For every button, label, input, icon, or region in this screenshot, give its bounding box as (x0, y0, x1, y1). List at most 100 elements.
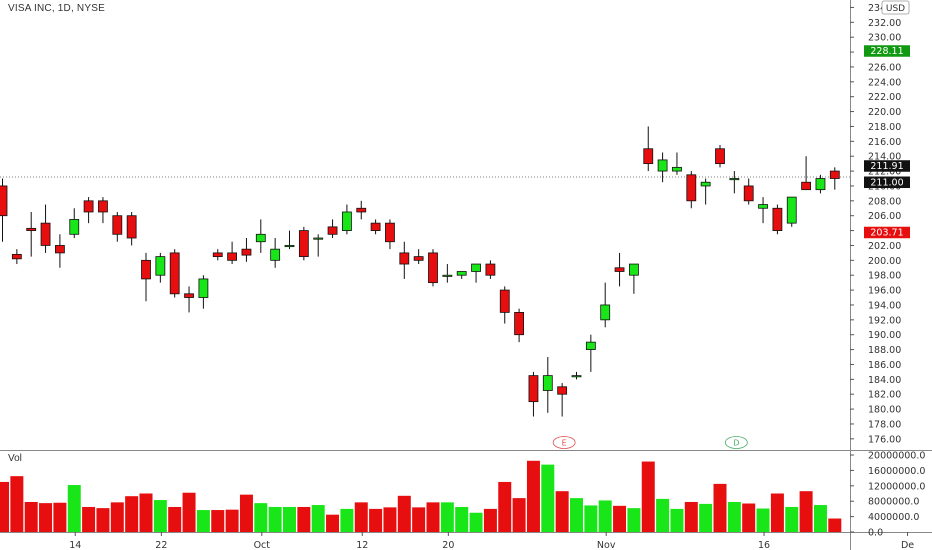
candle (442, 264, 453, 283)
volume-bar (297, 506, 311, 532)
candle-body (399, 252, 410, 265)
volume-bar (211, 510, 225, 532)
volume-bar (354, 502, 368, 532)
candle-body (829, 170, 840, 179)
candle-body (499, 289, 510, 313)
candle-body (413, 256, 424, 261)
candle-body (528, 375, 539, 403)
candle (700, 178, 711, 205)
candle (829, 167, 840, 190)
candle (729, 171, 740, 194)
candle (485, 260, 496, 279)
volume-bar (10, 476, 24, 532)
candle-body (542, 375, 553, 391)
volume-bar (541, 464, 555, 532)
volume-bar (168, 506, 182, 532)
volume-bar (742, 503, 756, 532)
price-tick-label: 202.00 (868, 241, 901, 252)
volume-bar (785, 506, 799, 532)
candle-body (255, 233, 266, 243)
price-tick-label: 200.00 (868, 256, 901, 267)
volume-bar (397, 495, 411, 532)
candle-body (456, 271, 467, 276)
candle (155, 252, 166, 283)
volume-bar (24, 501, 38, 532)
candle (327, 219, 338, 239)
candle (98, 197, 108, 224)
candle (184, 286, 194, 313)
volume-bar (828, 518, 842, 532)
volume-bar (756, 508, 770, 532)
candle-body (270, 248, 281, 261)
time-tick-label: 14 (69, 540, 81, 550)
volume-bar (727, 501, 741, 532)
candle-body (758, 204, 768, 209)
volume-bar (196, 510, 210, 532)
volume-bar (627, 508, 641, 532)
price-tick-label: 178.00 (868, 419, 901, 430)
candle-body (686, 174, 697, 202)
volume-bar (684, 501, 698, 532)
volume-bar (412, 507, 426, 532)
volume-bar (225, 509, 239, 532)
candle-body (69, 219, 80, 235)
candle-body (801, 181, 811, 191)
candle-body (743, 185, 754, 202)
volume-bar (340, 508, 354, 532)
candle-body (629, 263, 639, 276)
candle (571, 371, 582, 380)
volume-bar (699, 503, 713, 532)
time-tick-label: 22 (155, 540, 167, 550)
candle-body (557, 386, 568, 395)
volume-bar (555, 491, 569, 532)
candle (686, 171, 697, 209)
volume-bar (799, 491, 813, 532)
volume-tick-label: 20000000.0 (868, 451, 925, 462)
candle-body (786, 196, 797, 224)
earnings-marker (552, 436, 576, 449)
candle-body (284, 245, 295, 248)
candle (69, 208, 80, 239)
candle (55, 234, 65, 268)
volume-bar (584, 505, 598, 532)
candle (657, 152, 668, 183)
volume-bar (440, 502, 454, 532)
candle (255, 219, 266, 253)
entry-price-tag (864, 160, 910, 172)
candle-body (55, 245, 65, 254)
volume-bar (469, 512, 483, 532)
candle (227, 241, 238, 265)
candle-body (815, 178, 826, 191)
volume-bar (53, 502, 67, 532)
currency-badge (881, 0, 910, 15)
price-tick-label: 224.00 (868, 77, 901, 88)
target-price-tag (864, 45, 910, 57)
candle (399, 241, 410, 279)
candle-body (26, 227, 37, 231)
price-tick-label: 184.00 (868, 375, 901, 386)
volume-bar (770, 493, 784, 532)
candle (499, 286, 510, 324)
volume-bar (526, 460, 540, 532)
volume-bar (39, 503, 53, 532)
candle (83, 197, 94, 224)
candle (313, 234, 324, 257)
candle-body (313, 237, 324, 240)
candle (284, 230, 295, 250)
time-tick-label: 16 (758, 540, 770, 550)
candle (341, 204, 352, 235)
candle (600, 282, 611, 328)
price-tick-label: 194.00 (868, 300, 901, 311)
candle (356, 200, 367, 220)
candle (514, 308, 524, 343)
candle (212, 249, 223, 261)
candle-body (141, 259, 151, 280)
candle-body (184, 293, 194, 298)
time-tick-label: 12 (356, 540, 368, 550)
time-tick-label: Oct (254, 540, 271, 550)
candle (629, 263, 639, 294)
volume-bar (670, 508, 684, 532)
candle-body (471, 263, 481, 272)
price-tick-label: 218.00 (868, 122, 901, 133)
